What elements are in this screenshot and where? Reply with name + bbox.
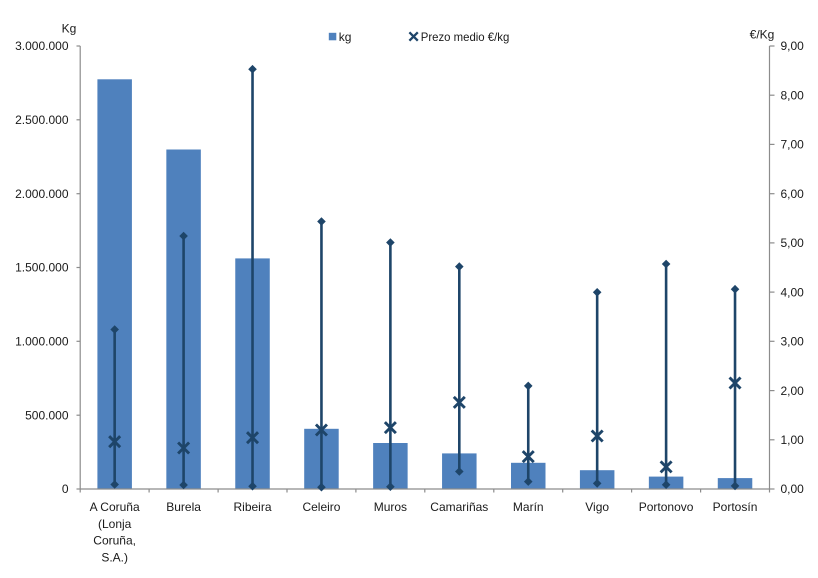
svg-text:Kg: Kg: [62, 22, 77, 36]
svg-text:4,00: 4,00: [781, 285, 805, 299]
svg-text:Camariñas: Camariñas: [430, 500, 488, 514]
svg-text:1,00: 1,00: [781, 433, 805, 447]
svg-text:0: 0: [62, 482, 69, 496]
svg-text:Marín: Marín: [513, 500, 544, 514]
svg-text:Vigo: Vigo: [585, 500, 609, 514]
svg-text:1.000.000: 1.000.000: [15, 335, 69, 349]
svg-text:kg: kg: [339, 30, 352, 44]
svg-text:(Lonja: (Lonja: [98, 517, 132, 531]
svg-text:9,00: 9,00: [781, 39, 805, 53]
svg-text:500.000: 500.000: [25, 408, 69, 422]
svg-text:6,00: 6,00: [781, 187, 805, 201]
svg-text:€/Kg: €/Kg: [750, 28, 775, 42]
svg-text:1.500.000: 1.500.000: [15, 261, 69, 275]
svg-text:3,00: 3,00: [781, 335, 805, 349]
svg-text:0,00: 0,00: [781, 482, 805, 496]
svg-text:A Coruña: A Coruña: [90, 500, 140, 514]
svg-text:S.A.): S.A.): [101, 550, 128, 564]
svg-text:2.500.000: 2.500.000: [15, 113, 69, 127]
svg-text:Coruña,: Coruña,: [93, 534, 136, 548]
svg-text:7,00: 7,00: [781, 138, 805, 152]
svg-text:Muros: Muros: [374, 500, 407, 514]
svg-text:Portonovo: Portonovo: [639, 500, 694, 514]
svg-text:Ribeira: Ribeira: [234, 500, 272, 514]
svg-text:3.000.000: 3.000.000: [15, 39, 69, 53]
svg-text:Portosín: Portosín: [713, 500, 758, 514]
svg-text:2,00: 2,00: [781, 384, 805, 398]
svg-text:8,00: 8,00: [781, 88, 805, 102]
svg-text:Burela: Burela: [166, 500, 201, 514]
svg-text:2.000.000: 2.000.000: [15, 187, 69, 201]
svg-text:Prezo medio €/kg: Prezo medio €/kg: [421, 30, 510, 44]
svg-text:Celeiro: Celeiro: [302, 500, 340, 514]
svg-text:5,00: 5,00: [781, 236, 805, 250]
